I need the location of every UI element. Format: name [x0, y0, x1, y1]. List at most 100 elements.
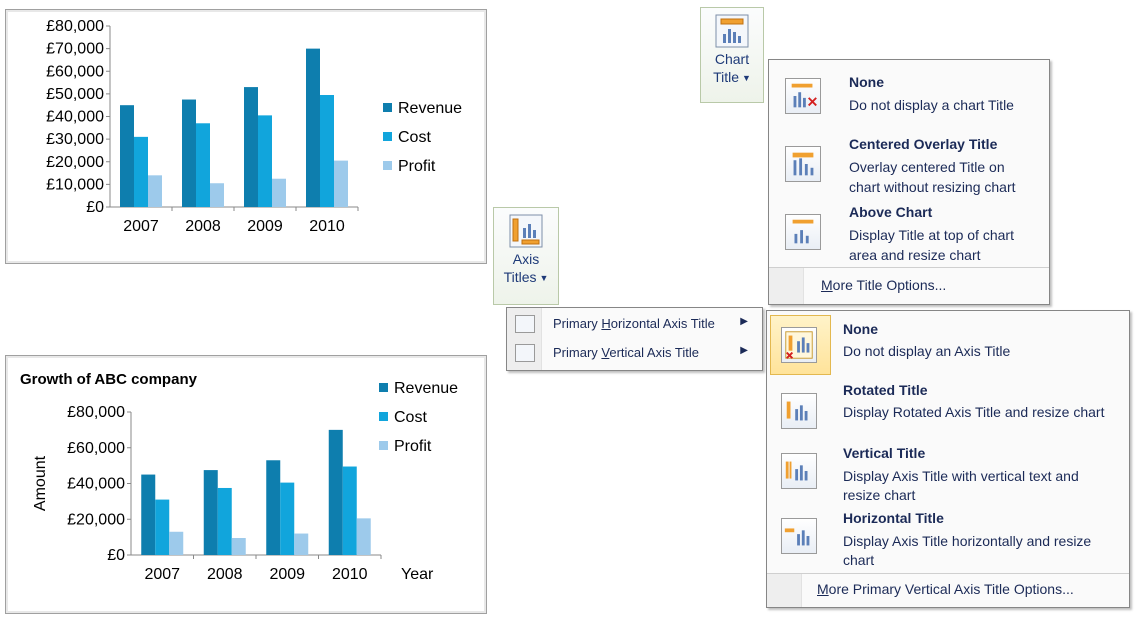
x-tick-label: 2008	[185, 218, 221, 235]
bar-revenue-2009	[244, 87, 258, 207]
menu-item-desc: Display Axis Title horizontally and resi…	[843, 533, 1092, 549]
horizontal-axis-title-option-icon	[781, 518, 817, 554]
more-title-options-accel: M	[821, 277, 833, 293]
bar-cost-2008	[196, 123, 210, 207]
dropdown-arrow-icon: ▼	[539, 273, 549, 284]
y-tick-label: £80,000	[46, 18, 104, 35]
axis-titles-label-2: Titles	[503, 269, 537, 285]
menu-item-above-chart[interactable]: Above Chart Display Title at top of char…	[769, 200, 1049, 264]
more-options-text: ore Primary Vertical Axis Title Options.…	[828, 581, 1074, 597]
axis-titles-submenu: Primary Horizontal Axis Title ▶ Primary …	[506, 307, 763, 371]
x-tick-label: 2010	[309, 218, 345, 235]
menu-item-title: Above Chart	[849, 204, 933, 220]
x-tick-label: 2010	[332, 566, 368, 583]
menu-item-none-title[interactable]: None Do not display a chart Title	[769, 66, 1049, 124]
menu-item-rotated-title[interactable]: Rotated Title Display Rotated Axis Title…	[767, 377, 1129, 437]
menu-item-centered-overlay-title[interactable]: Centered Overlay Title Overlay centered …	[769, 132, 1049, 196]
chart-title-label-2: Title	[713, 69, 739, 85]
submenu-arrow-icon: ▶	[740, 345, 748, 356]
chart-title-menu: None Do not display a chart Title Center…	[768, 59, 1050, 305]
bar-cost-2009	[280, 482, 295, 555]
dropdown-arrow-icon: ▼	[742, 73, 751, 84]
more-title-options-text: ore Title Options...	[832, 277, 947, 293]
legend-swatch-revenue	[379, 383, 388, 392]
axis-titles-button[interactable]: Axis Titles ▼	[493, 207, 559, 305]
bar-revenue-2008	[182, 99, 196, 207]
menu-item-desc: chart without resizing chart	[849, 179, 1016, 195]
bar-revenue-2009	[266, 460, 281, 555]
menu-item-title: None	[843, 321, 878, 337]
x-tick-label: 2008	[207, 566, 243, 583]
bar-profit-2009	[294, 533, 309, 555]
bar-chart-1: £0 £10,000 £20,000 £30,000 £40,000 £50,000 £60…	[46, 18, 462, 235]
more-title-options-link[interactable]: More Title Options...	[821, 277, 946, 293]
y-tick-label: £0	[86, 199, 104, 216]
y-tick-label: £40,000	[46, 109, 104, 126]
no-axis-title-icon	[781, 327, 817, 363]
chart-title-icon	[715, 14, 749, 48]
menu-item-desc: Overlay centered Title on	[849, 159, 1005, 175]
no-chart-title-icon	[785, 78, 821, 114]
rotated-axis-title-icon	[781, 393, 817, 429]
bar-cost-2010	[320, 95, 334, 207]
primary-horizontal-axis-title-item[interactable]: Primary Horizontal Axis Title ▶	[507, 309, 762, 338]
chart-growth-abc: £0 £20,000 £40,000 £60,000 £80,000 2007 2008 20…	[5, 355, 487, 614]
primary-vertical-axis-title-item[interactable]: Primary Vertical Axis Title ▶	[507, 338, 762, 367]
y-tick-label: £80,000	[67, 404, 125, 421]
chart-title-label-1: Chart	[714, 51, 750, 67]
menu-item-desc: Display Rotated Axis Title and resize ch…	[843, 404, 1105, 420]
more-vertical-axis-title-options-link[interactable]: More Primary Vertical Axis Title Options…	[817, 581, 1074, 597]
bar-chart-2: £0 £20,000 £40,000 £60,000 £80,000 2007 2008 20…	[20, 371, 458, 583]
above-chart-title-icon	[785, 214, 821, 250]
legend-label-revenue: Revenue	[398, 100, 462, 117]
horizontal-axis-title-icon	[515, 315, 535, 333]
vertical-axis-title-option-icon	[781, 453, 817, 489]
submenu-arrow-icon: ▶	[740, 316, 748, 327]
bar-cost-2007	[134, 136, 148, 207]
menu-item-title: Horizontal Title	[843, 510, 944, 526]
bar-revenue-2007	[141, 474, 156, 555]
bar-profit-2007	[169, 531, 184, 555]
y-axis-title: Amount	[32, 455, 49, 511]
menu-gutter	[769, 268, 804, 304]
menu-item-vertical-title[interactable]: Vertical Title Display Axis Title with v…	[767, 441, 1129, 505]
vertical-axis-title-icon	[515, 344, 535, 362]
vertical-axis-title-menu: None Do not display an Axis Title Rotate…	[766, 310, 1130, 608]
menu-item-title: Rotated Title	[843, 382, 928, 398]
menu-item-title: None	[849, 74, 884, 90]
y-tick-label: £60,000	[46, 63, 104, 80]
menu-separator	[769, 267, 1049, 268]
x-tick-label: 2007	[144, 566, 180, 583]
x-axis-title: Year	[401, 566, 434, 583]
submenu-label-post: orizontal Axis Title	[610, 316, 715, 331]
y-tick-label: £60,000	[67, 440, 125, 457]
bar-profit-2009	[272, 178, 286, 207]
bar-cost-2008	[217, 487, 232, 555]
bar-revenue-2010	[306, 48, 320, 207]
x-tick-label: 2009	[269, 566, 305, 583]
x-tick-label: 2007	[123, 218, 159, 235]
axis-titles-label-1: Axis	[512, 251, 540, 267]
legend-label-profit: Profit	[394, 438, 432, 455]
chart-title: Growth of ABC company	[20, 371, 198, 388]
bar-cost-2009	[258, 115, 272, 207]
y-tick-label: £10,000	[46, 176, 104, 193]
menu-item-desc: resize chart	[843, 487, 916, 503]
legend-label-revenue: Revenue	[394, 380, 458, 397]
menu-item-desc: Do not display an Axis Title	[843, 343, 1011, 359]
axis-titles-icon	[509, 214, 543, 248]
menu-gutter	[767, 574, 802, 607]
menu-item-desc: area and resize chart	[849, 247, 981, 263]
chart-title-button[interactable]: Chart Title ▼	[700, 7, 764, 103]
bar-profit-2010	[334, 160, 348, 207]
y-tick-label: £70,000	[46, 41, 104, 58]
legend-label-profit: Profit	[398, 158, 436, 175]
bar-revenue-2007	[120, 105, 134, 207]
menu-item-horizontal-title[interactable]: Horizontal Title Display Axis Title hori…	[767, 506, 1129, 570]
submenu-label-pre: Primary	[553, 316, 602, 331]
legend-label-cost: Cost	[398, 129, 431, 146]
bar-profit-2008	[210, 183, 224, 207]
y-tick-label: £20,000	[46, 154, 104, 171]
menu-item-axis-none[interactable]: None Do not display an Axis Title	[767, 315, 1129, 375]
menu-item-desc: Display Axis Title with vertical text an…	[843, 468, 1079, 484]
